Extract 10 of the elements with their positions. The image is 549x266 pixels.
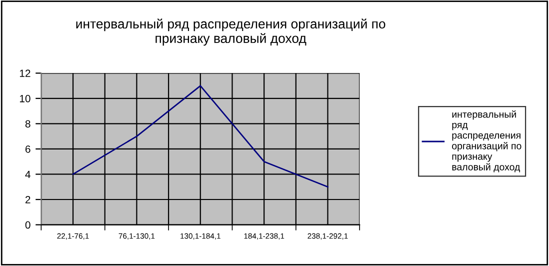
legend-label: интервальный ряд распределения организаций по признаку валовый доход <box>452 110 522 172</box>
y-tick-label: 0 <box>25 221 30 229</box>
y-tick-label: 4 <box>25 170 30 178</box>
y-tick-label: 8 <box>25 120 30 128</box>
y-tick-label: 12 <box>20 70 30 77</box>
y-tick-label: 6 <box>25 145 30 153</box>
line-series <box>72 85 328 188</box>
y-tick-label: 10 <box>20 94 30 102</box>
chart-title: интервальный ряд распределения организаций по признаку валовый доход <box>76 18 386 46</box>
y-tick-label: 2 <box>25 196 30 204</box>
